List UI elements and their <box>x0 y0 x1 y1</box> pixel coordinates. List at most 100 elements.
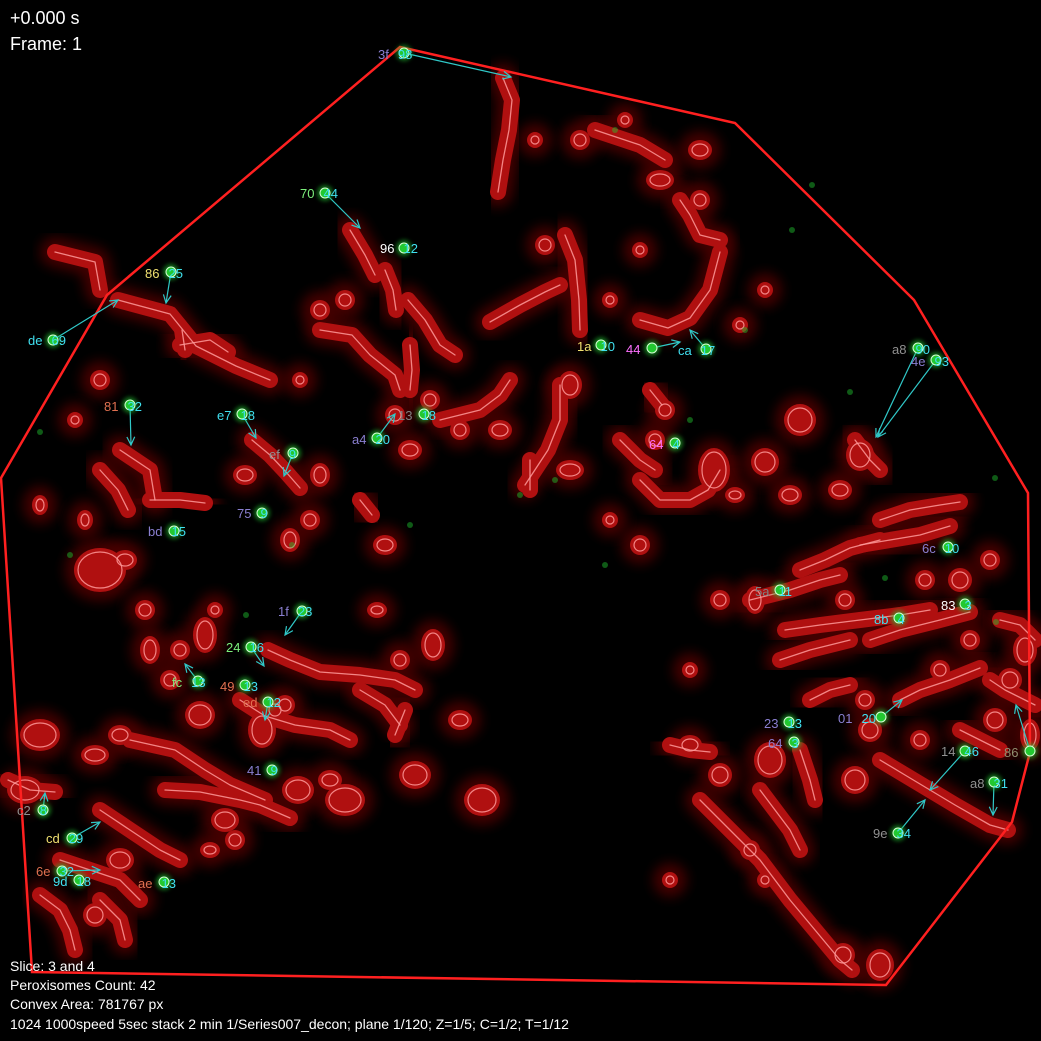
track-id: ca <box>678 343 693 358</box>
mitochondrion <box>464 784 500 816</box>
mitochondrion <box>225 830 245 850</box>
mitochondrion <box>784 404 816 436</box>
track-label: 75 9 <box>237 506 268 521</box>
mitochondrion <box>682 662 698 678</box>
track-length: 17 <box>701 343 715 358</box>
mitochondrion <box>698 448 730 492</box>
mitochondrion <box>690 190 710 210</box>
track-length: 13 <box>191 675 205 690</box>
mitochondrion <box>570 130 590 150</box>
mitochondrion <box>335 290 355 310</box>
track-id: 8b <box>874 612 888 627</box>
track-id: 1f <box>278 604 289 619</box>
track-id: 3f <box>378 47 389 62</box>
mitochondrion <box>655 400 675 420</box>
peroxisome-count: Peroxisomes Count: 42 <box>10 977 156 993</box>
mitochondrion <box>90 370 110 390</box>
track-id: 75 <box>237 506 251 521</box>
track-length: 34 <box>896 826 910 841</box>
track-length: 18 <box>76 874 90 889</box>
mitochondrion <box>662 872 678 888</box>
track-length: 23 <box>298 604 312 619</box>
track-id: e7 <box>217 408 231 423</box>
track-id: 64 <box>768 736 782 751</box>
mitochondrion <box>450 420 470 440</box>
track-id: ae <box>138 876 152 891</box>
track-length: 20 <box>375 432 389 447</box>
mitochondrion <box>310 300 330 320</box>
track-length: 46 <box>964 744 978 759</box>
track-length: 3 <box>791 736 798 751</box>
peroxisome <box>647 343 657 353</box>
track-length: 20 <box>861 711 875 726</box>
track-id: 4e <box>911 354 925 369</box>
mitochondrion <box>207 602 223 618</box>
series-info: 1024 1000speed 5sec stack 2 min 1/Series… <box>10 1016 569 1032</box>
slice-readout: Slice: 3 and 4 <box>10 958 95 974</box>
mitochondrion <box>915 570 935 590</box>
mitochondrion <box>535 235 555 255</box>
track-length: 12 <box>266 695 280 710</box>
track-length: 69 <box>51 333 65 348</box>
track-id: 41 <box>247 763 261 778</box>
track-id: bd <box>148 524 162 539</box>
mitochondrion <box>980 550 1000 570</box>
mitochondrion <box>292 372 308 388</box>
track-length: 10 <box>600 339 614 354</box>
track-id: 64 <box>649 437 663 452</box>
track-length: 4 <box>897 612 904 627</box>
mitochondrion <box>725 487 745 503</box>
mitochondrion <box>835 590 855 610</box>
track-length: 31 <box>993 776 1007 791</box>
track-length: 44 <box>323 186 337 201</box>
mitochondrion <box>527 132 543 148</box>
track-label: 86 <box>1004 745 1018 760</box>
track-length: 32 <box>127 399 141 414</box>
mitochondrion <box>135 600 155 620</box>
mitochondrion <box>200 842 220 858</box>
peroxisome <box>1025 746 1035 756</box>
track-length: 98 <box>398 47 412 62</box>
track-length: 93 <box>934 354 948 369</box>
track-id: 5a <box>755 584 770 599</box>
mitochondrion <box>880 760 1008 830</box>
track-id: 9e <box>873 826 887 841</box>
track-arrow <box>404 53 511 77</box>
track-id: 01 <box>838 711 852 726</box>
track-id: 1a <box>577 339 592 354</box>
track-id: 83 <box>941 598 955 613</box>
track-id: 86 <box>1004 745 1018 760</box>
mitochondrion <box>390 650 410 670</box>
track-id: 44 <box>626 342 640 357</box>
track-label: 41 9 <box>247 763 278 778</box>
track-id: 14 <box>941 744 955 759</box>
track-id: cd <box>46 831 60 846</box>
peroxisome <box>876 712 886 722</box>
track-length: 4 <box>672 437 679 452</box>
track-id: a4 <box>352 432 366 447</box>
track-id: 23 <box>764 716 778 731</box>
track-id: a8 <box>892 342 906 357</box>
track-id: 9d <box>53 874 67 889</box>
mitochondrion <box>710 590 730 610</box>
frame-readout: Frame: 1 <box>10 34 82 55</box>
track-length: 13 <box>243 679 257 694</box>
mitochondrion <box>930 660 950 680</box>
mitochondrion <box>602 292 618 308</box>
convex-area-readout: Convex Area: 781767 px <box>10 996 163 1012</box>
track-id: 81 <box>104 399 118 414</box>
track-id: 96 <box>380 241 394 256</box>
track-length: 8 <box>40 803 47 818</box>
track-length: 9 <box>289 447 296 462</box>
mitochondrion <box>300 510 320 530</box>
track-id: 70 <box>300 186 314 201</box>
time-readout: +0.000 s <box>10 8 80 29</box>
track-length: 12 <box>403 241 417 256</box>
mitochondrion <box>910 730 930 750</box>
track-id: 6e <box>36 864 50 879</box>
track-length: 9 <box>270 763 277 778</box>
track-id: ef <box>269 447 280 462</box>
track-id: 13 <box>398 408 412 423</box>
